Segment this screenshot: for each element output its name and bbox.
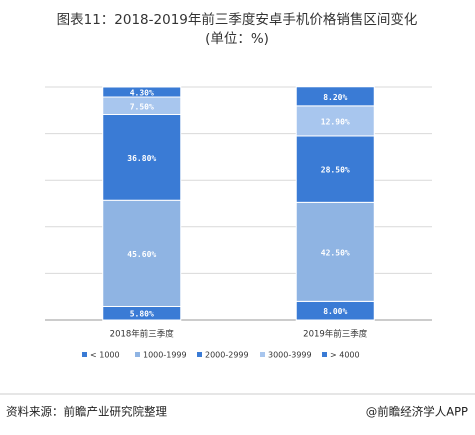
bar-segment xyxy=(295,135,375,203)
bar-segment xyxy=(102,113,182,201)
legend-swatch xyxy=(135,352,140,357)
value-label: 12.90% xyxy=(321,117,350,126)
chart-title: 图表11：2018-2019年前三季度安卓手机价格销售区间变化 xyxy=(57,11,418,28)
bar-segment xyxy=(102,86,182,98)
value-label: 28.50% xyxy=(321,166,350,175)
bar-segment xyxy=(295,201,375,302)
chart-subtitle: (单位：%) xyxy=(205,31,269,47)
legend-label: < 1000 xyxy=(90,351,120,360)
value-label: 8.20% xyxy=(323,93,347,102)
legend-swatch xyxy=(260,352,265,357)
brand: @前瞻经济学人APP xyxy=(366,405,468,419)
value-label: 4.30% xyxy=(130,89,154,98)
value-label: 7.50% xyxy=(130,102,154,111)
value-label: 36.80% xyxy=(127,154,156,163)
legend-swatch xyxy=(322,352,327,357)
legend-label: 2000-2999 xyxy=(205,351,249,360)
bar-segment xyxy=(295,86,375,107)
source: 资料来源：前瞻产业研究院整理 xyxy=(6,405,167,419)
x-tick-label: 2018年前三季度 xyxy=(110,329,175,340)
legend-label: 3000-3999 xyxy=(268,351,312,360)
legend-label: > 4000 xyxy=(330,351,360,360)
x-tick-label: 2019年前三季度 xyxy=(303,329,368,340)
legend-swatch xyxy=(197,352,202,357)
value-label: 5.80% xyxy=(130,310,154,319)
value-label: 45.60% xyxy=(127,250,156,259)
value-label: 42.50% xyxy=(321,248,350,257)
legend-swatch xyxy=(82,352,87,357)
legend-label: 1000-1999 xyxy=(143,351,187,360)
value-label: 8.00% xyxy=(323,307,347,316)
